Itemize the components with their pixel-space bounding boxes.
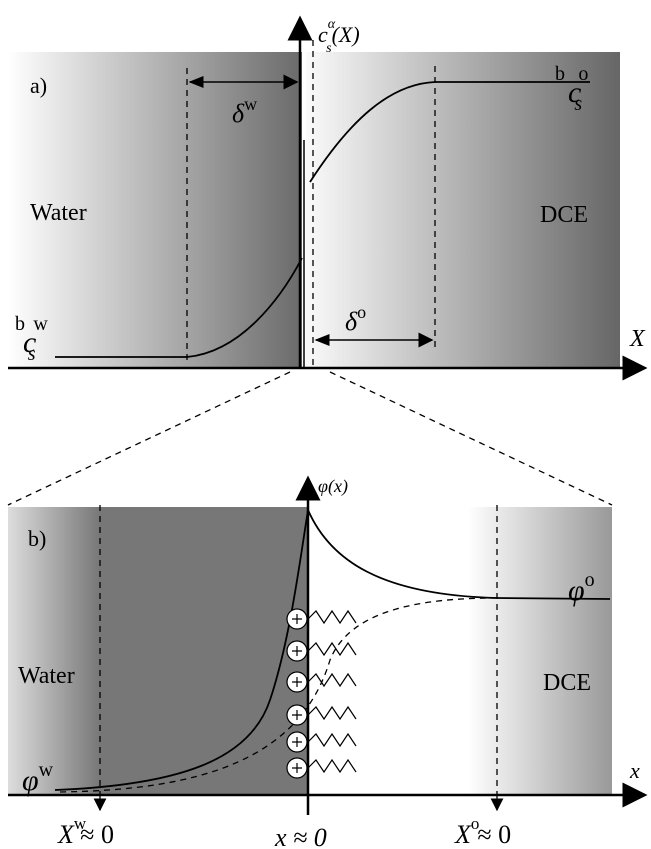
axis-label: X: [629, 326, 646, 352]
t: w: [74, 814, 87, 833]
t: (X): [332, 22, 360, 47]
t: φ: [22, 764, 39, 797]
concentration-curve: [309, 81, 590, 183]
water-bg: [100, 507, 308, 795]
panel-label: b): [28, 526, 46, 551]
t: α: [328, 17, 336, 32]
dce-bg: [306, 52, 620, 368]
t: w: [33, 313, 48, 335]
t: w: [39, 759, 54, 781]
bulk-label: b cw s: [15, 313, 48, 365]
t: o: [585, 569, 595, 591]
zoom-line: [329, 371, 613, 506]
t: o: [578, 63, 588, 85]
t: s: [28, 343, 36, 365]
t: o: [471, 814, 480, 833]
t: s: [326, 41, 332, 56]
phi-label: φo: [568, 569, 595, 607]
panel-label: a): [30, 73, 47, 98]
delta-label: δo: [345, 302, 366, 336]
phase-label: DCE: [540, 202, 588, 228]
t: c: [318, 22, 328, 47]
t: o: [357, 302, 366, 322]
t: c: [568, 76, 581, 109]
panel-a: a) cα s(X) X δw δo Water DCE bco s b cw s: [8, 15, 648, 381]
delta-label: δw: [232, 94, 257, 128]
t: s: [574, 93, 582, 115]
potential-curve: [54, 506, 611, 791]
t: X: [57, 820, 75, 849]
axis-label: x: [629, 758, 640, 783]
marker-label: x ≈ 0: [274, 823, 327, 849]
potential-dashed-curve: [59, 597, 498, 793]
dce-bg: [308, 507, 468, 795]
phi-label: φw: [22, 759, 54, 797]
concentration-curve: [55, 257, 303, 358]
t: δ: [232, 99, 245, 128]
marker-label: Xw≈ 0: [57, 814, 114, 849]
t: φ: [568, 574, 585, 607]
water-bg: [8, 507, 100, 795]
t: X: [454, 820, 472, 849]
marker-label: Xo≈ 0: [454, 814, 511, 849]
dce-bg: [468, 507, 612, 795]
axis-label: φ(x): [318, 476, 348, 497]
phase-label: Water: [30, 200, 87, 226]
t: δ: [345, 307, 358, 336]
bulk-label: bco s: [555, 63, 588, 115]
zoom-line: [7, 371, 291, 506]
phase-label: DCE: [543, 670, 591, 696]
ions: [286, 608, 357, 779]
water-bg: [8, 52, 302, 368]
t: w: [244, 94, 257, 114]
t: ≈ 0: [80, 820, 114, 849]
phase-label: Water: [18, 663, 75, 689]
t: b: [555, 63, 565, 85]
panel-b: b) φ(x) x Water DCE φo φw Xw≈ 0 x ≈ 0 Xo…: [8, 475, 648, 849]
t: b: [15, 313, 25, 335]
axis-label: cα s(X): [318, 17, 360, 56]
t: ≈ 0: [477, 820, 511, 849]
t: c: [23, 326, 36, 359]
